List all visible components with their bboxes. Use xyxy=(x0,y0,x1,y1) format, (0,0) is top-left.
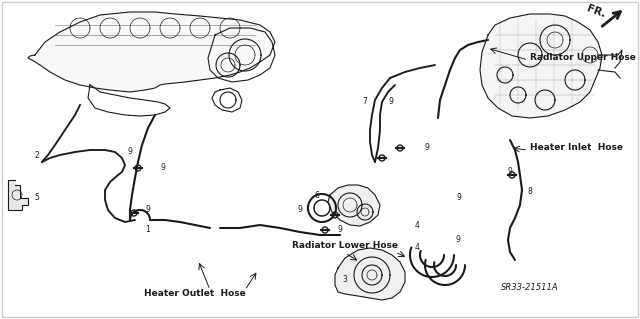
Text: 9: 9 xyxy=(456,194,461,203)
Polygon shape xyxy=(328,185,380,226)
Text: 9: 9 xyxy=(145,205,150,214)
Polygon shape xyxy=(8,180,28,210)
Text: 2: 2 xyxy=(35,151,40,160)
Text: 1: 1 xyxy=(146,226,150,234)
Text: 4: 4 xyxy=(415,242,419,251)
Text: 9: 9 xyxy=(298,205,303,214)
Text: 9: 9 xyxy=(508,167,513,176)
Text: 9: 9 xyxy=(424,144,429,152)
Text: 6: 6 xyxy=(315,190,319,199)
Text: Radiator Upper Hose: Radiator Upper Hose xyxy=(530,54,636,63)
Text: 4: 4 xyxy=(415,220,419,229)
Text: 9: 9 xyxy=(127,147,132,157)
Polygon shape xyxy=(28,12,275,92)
Text: 8: 8 xyxy=(527,188,532,197)
Polygon shape xyxy=(335,248,405,300)
Text: 9: 9 xyxy=(388,98,394,107)
Polygon shape xyxy=(480,14,602,118)
Text: 9: 9 xyxy=(161,164,165,173)
Text: FR.: FR. xyxy=(585,4,607,20)
Text: SR33-21511A: SR33-21511A xyxy=(501,283,559,292)
Text: Radiator Lower Hose: Radiator Lower Hose xyxy=(292,241,398,250)
Text: 5: 5 xyxy=(35,194,40,203)
Text: 7: 7 xyxy=(363,98,367,107)
Text: 9: 9 xyxy=(456,235,460,244)
Text: Heater Inlet  Hose: Heater Inlet Hose xyxy=(530,144,623,152)
Text: 9: 9 xyxy=(337,226,342,234)
Text: Heater Outlet  Hose: Heater Outlet Hose xyxy=(144,289,246,298)
Text: 3: 3 xyxy=(342,276,348,285)
